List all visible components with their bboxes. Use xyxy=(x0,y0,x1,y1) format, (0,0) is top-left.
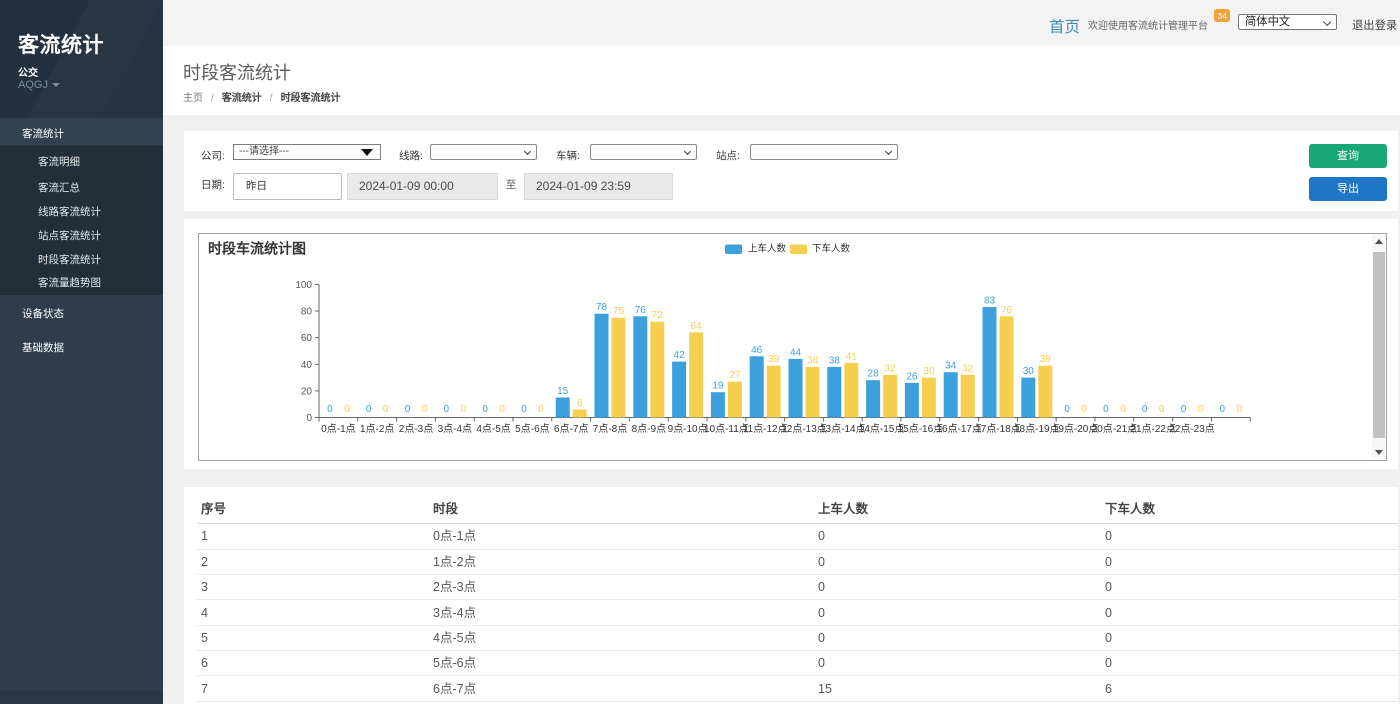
svg-text:20点-21点: 20点-21点 xyxy=(1092,423,1138,435)
svg-text:0: 0 xyxy=(383,404,389,415)
svg-text:0: 0 xyxy=(499,404,505,415)
svg-text:0: 0 xyxy=(521,404,527,415)
svg-text:0: 0 xyxy=(1142,404,1148,415)
svg-text:0: 0 xyxy=(327,404,333,415)
svg-text:6点-7点: 6点-7点 xyxy=(554,423,588,435)
svg-text:0: 0 xyxy=(444,404,450,415)
svg-text:19点-20点: 19点-20点 xyxy=(1053,423,1099,435)
svg-text:64: 64 xyxy=(691,321,703,332)
svg-text:32: 32 xyxy=(962,363,974,374)
svg-text:0: 0 xyxy=(461,404,467,415)
svg-text:39: 39 xyxy=(1040,354,1052,365)
svg-text:39: 39 xyxy=(768,354,780,365)
svg-text:60: 60 xyxy=(301,333,313,344)
svg-text:18点-19点: 18点-19点 xyxy=(1014,423,1060,435)
svg-text:80: 80 xyxy=(301,307,313,318)
svg-text:22点-23点: 22点-23点 xyxy=(1169,423,1215,435)
svg-text:0: 0 xyxy=(1064,404,1070,415)
svg-text:0: 0 xyxy=(306,413,312,424)
svg-text:8点-9点: 8点-9点 xyxy=(632,423,666,435)
svg-text:上车人数: 上车人数 xyxy=(748,243,787,255)
svg-text:15: 15 xyxy=(557,386,569,397)
svg-text:21点-22点: 21点-22点 xyxy=(1130,423,1176,435)
svg-text:38: 38 xyxy=(807,355,819,366)
svg-text:0: 0 xyxy=(344,404,350,415)
svg-text:19: 19 xyxy=(712,381,724,392)
svg-text:6: 6 xyxy=(577,398,583,409)
svg-text:0: 0 xyxy=(366,404,372,415)
svg-text:0: 0 xyxy=(1081,404,1087,415)
svg-text:10点-11点: 10点-11点 xyxy=(704,423,749,435)
svg-text:11点-12点: 11点-12点 xyxy=(743,423,788,435)
svg-text:3点-4点: 3点-4点 xyxy=(438,423,472,435)
svg-text:0: 0 xyxy=(1220,404,1226,415)
svg-text:7点-8点: 7点-8点 xyxy=(593,423,627,435)
svg-text:0: 0 xyxy=(1159,404,1165,415)
svg-text:32: 32 xyxy=(885,363,897,374)
svg-text:12点-13点: 12点-13点 xyxy=(781,423,827,435)
svg-text:0: 0 xyxy=(538,404,544,415)
svg-text:34: 34 xyxy=(945,361,957,372)
svg-text:76: 76 xyxy=(635,305,647,316)
svg-text:13点-14点: 13点-14点 xyxy=(820,423,866,435)
svg-text:16点-17点: 16点-17点 xyxy=(936,423,982,435)
svg-text:时段车流统计图: 时段车流统计图 xyxy=(208,241,306,257)
svg-text:0: 0 xyxy=(1103,404,1109,415)
svg-text:42: 42 xyxy=(674,350,686,361)
svg-text:9点-10点: 9点-10点 xyxy=(668,423,708,435)
svg-text:5点-6点: 5点-6点 xyxy=(515,423,549,435)
svg-text:0: 0 xyxy=(1237,404,1243,415)
svg-text:46: 46 xyxy=(751,345,763,356)
svg-text:0: 0 xyxy=(1181,404,1187,415)
svg-text:4点-5点: 4点-5点 xyxy=(476,423,510,435)
svg-text:17点-18点: 17点-18点 xyxy=(975,423,1021,435)
svg-text:2点-3点: 2点-3点 xyxy=(399,423,433,435)
svg-text:27: 27 xyxy=(729,370,741,381)
svg-text:0: 0 xyxy=(1120,404,1126,415)
svg-text:40: 40 xyxy=(301,360,313,371)
svg-text:28: 28 xyxy=(868,369,880,380)
svg-text:78: 78 xyxy=(596,302,608,313)
svg-text:30: 30 xyxy=(1023,366,1035,377)
svg-text:38: 38 xyxy=(829,355,841,366)
svg-text:14点-15点: 14点-15点 xyxy=(859,423,905,435)
svg-text:下车人数: 下车人数 xyxy=(812,243,851,255)
svg-text:72: 72 xyxy=(652,310,664,321)
svg-text:30: 30 xyxy=(923,366,935,377)
svg-text:44: 44 xyxy=(790,347,802,358)
svg-text:0: 0 xyxy=(1198,404,1204,415)
svg-text:41: 41 xyxy=(846,351,858,362)
svg-text:0点-1点: 0点-1点 xyxy=(321,423,355,435)
svg-text:1点-2点: 1点-2点 xyxy=(360,423,394,435)
svg-text:0: 0 xyxy=(422,404,428,415)
svg-text:83: 83 xyxy=(984,296,996,307)
svg-text:75: 75 xyxy=(613,306,625,317)
svg-text:0: 0 xyxy=(405,404,411,415)
svg-text:76: 76 xyxy=(1001,305,1013,316)
svg-text:26: 26 xyxy=(906,371,918,382)
svg-text:15点-16点: 15点-16点 xyxy=(898,423,944,435)
svg-text:20: 20 xyxy=(301,386,313,397)
svg-text:100: 100 xyxy=(295,280,312,291)
svg-text:0: 0 xyxy=(482,404,488,415)
